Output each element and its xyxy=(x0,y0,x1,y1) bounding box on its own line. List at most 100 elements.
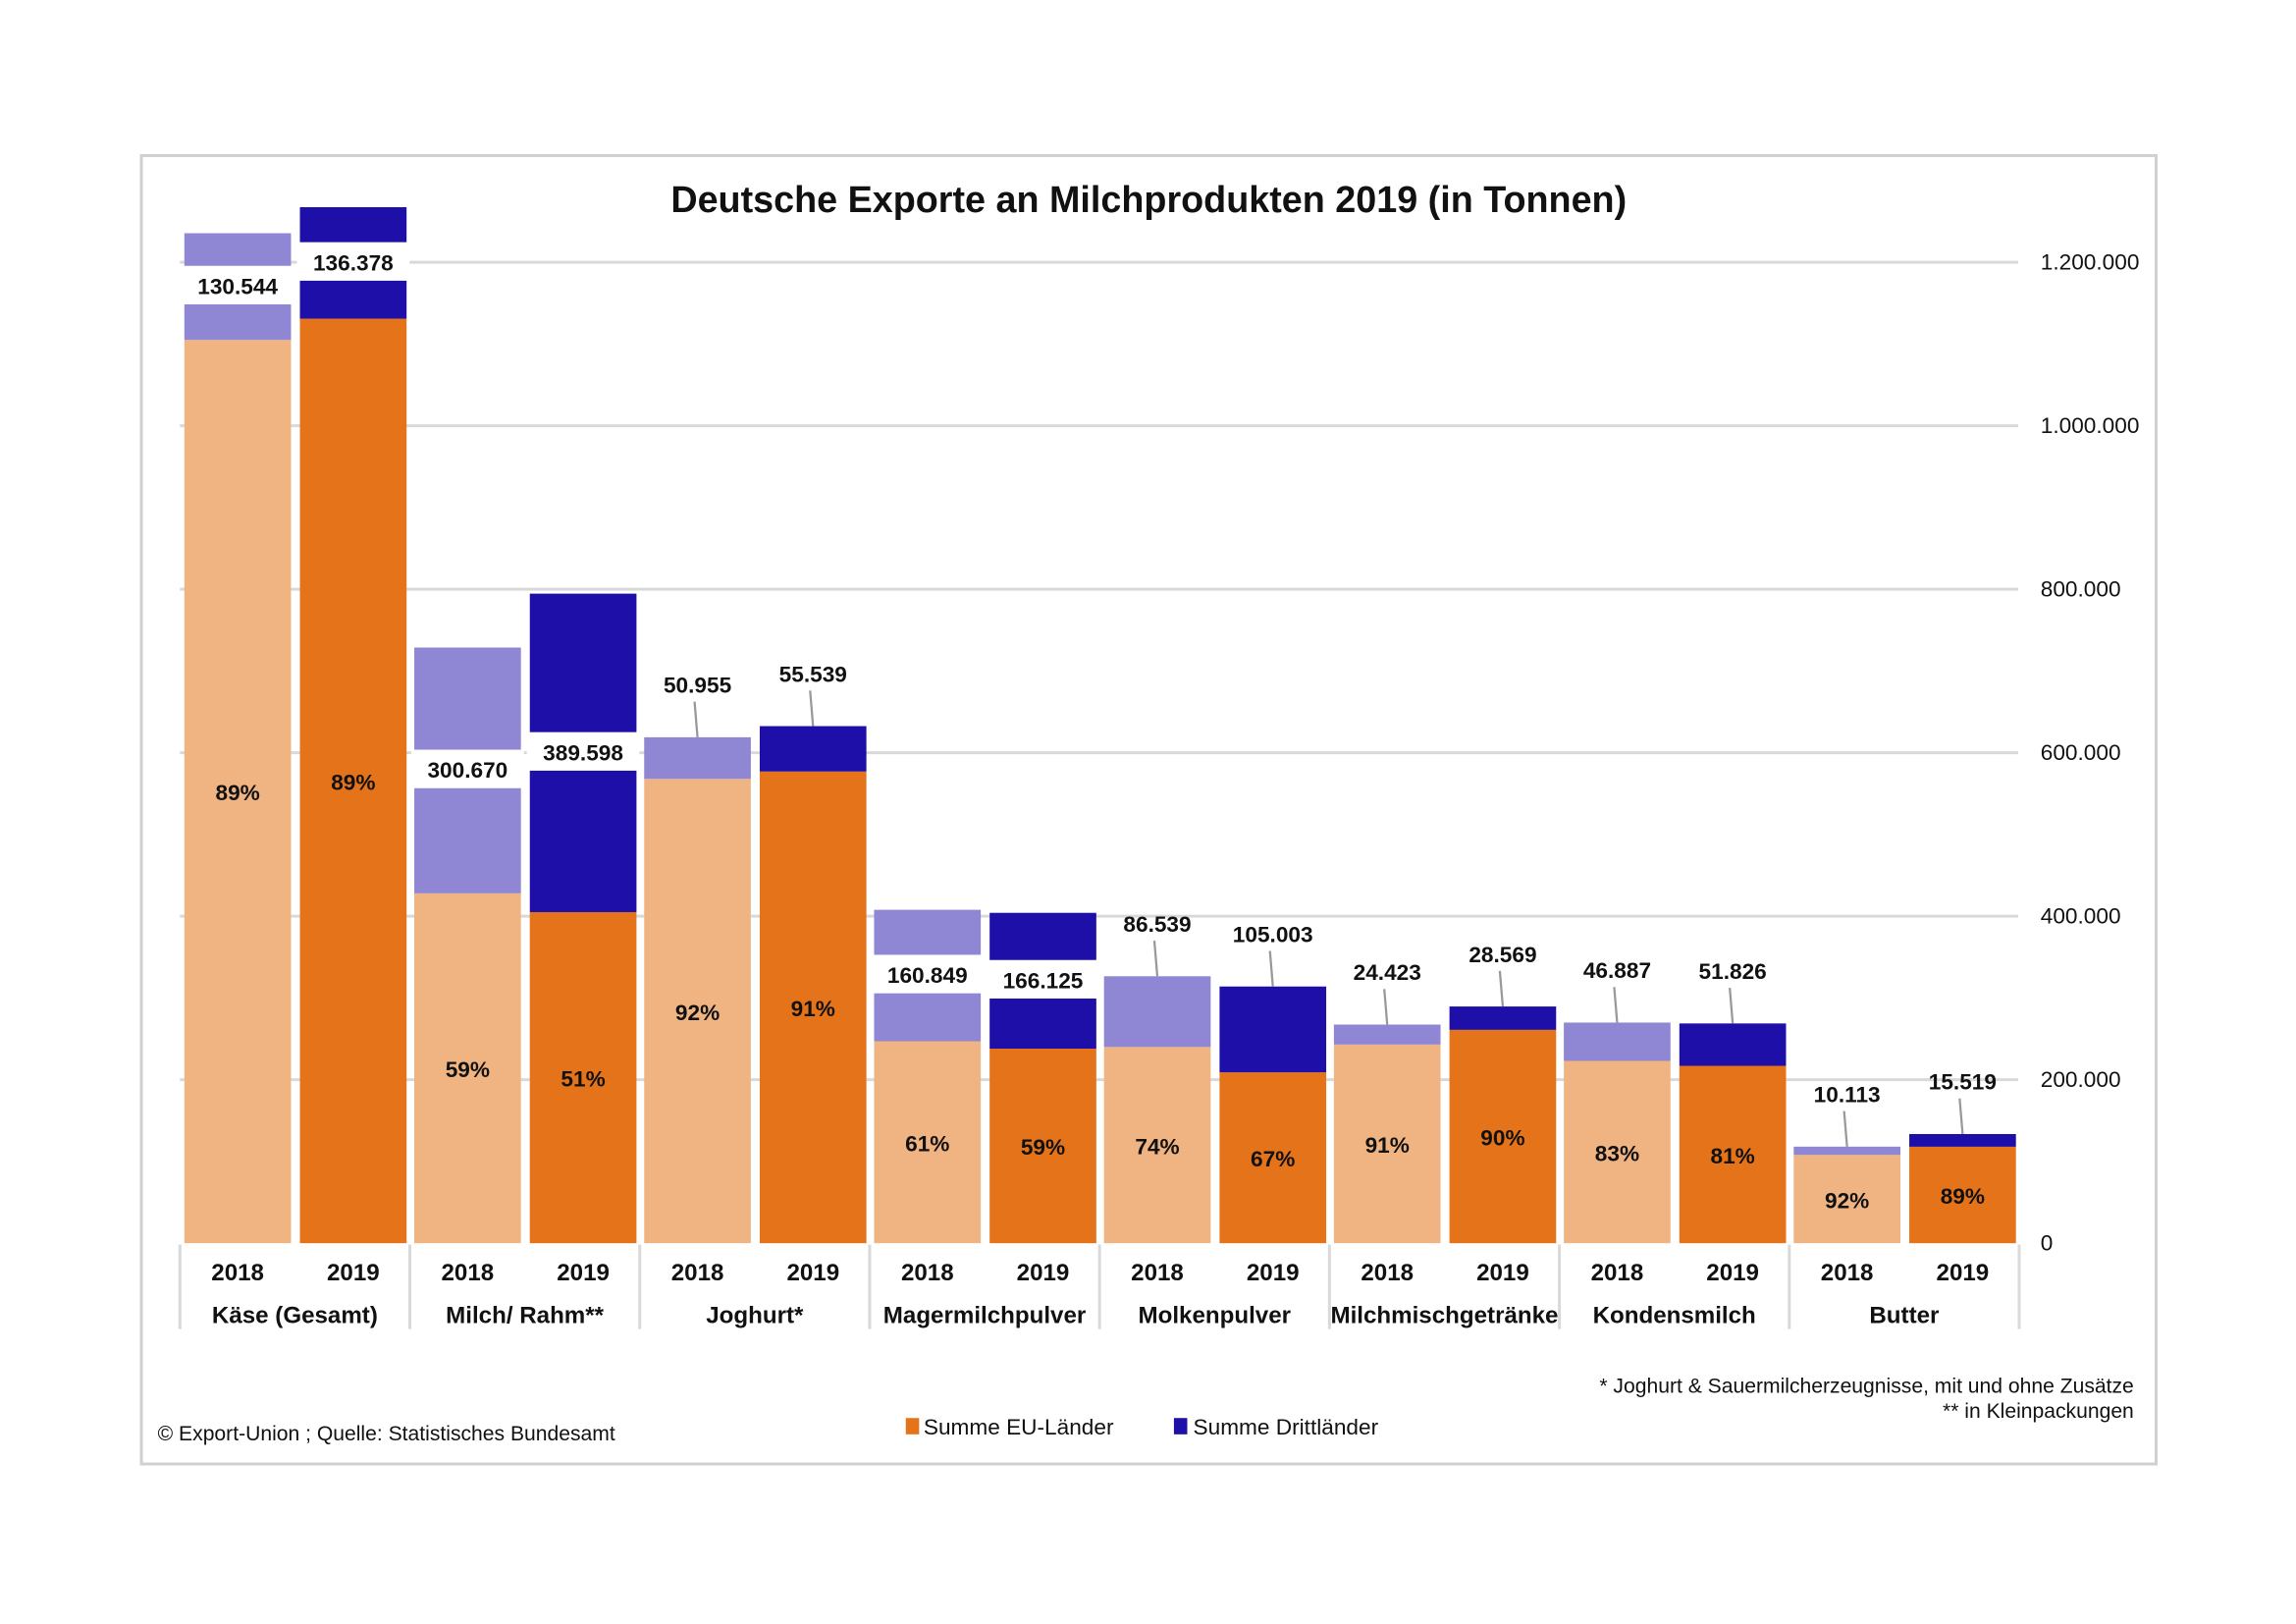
eu-share-label: 90% xyxy=(1480,1126,1524,1151)
eu-share-label: 91% xyxy=(1365,1133,1410,1158)
bar-segment-eu xyxy=(414,893,521,1244)
third-country-label: 55.539 xyxy=(779,662,847,686)
leader-line xyxy=(693,701,699,737)
legend-label-eu: Summe EU-Länder xyxy=(924,1415,1114,1439)
category-label: Magermilchpulver xyxy=(883,1303,1087,1329)
legend-swatch-third xyxy=(1173,1418,1188,1435)
leader-line xyxy=(1958,1098,1964,1135)
y-axis-ticks: 0 200.000 400.000 600.000 800.000 1.000.000 1.… xyxy=(2041,250,2140,1256)
bar-segment-eu xyxy=(299,318,407,1244)
bar-segment-eu xyxy=(874,1041,982,1244)
bar-segment-third xyxy=(1564,1022,1671,1061)
year-label: 2019 xyxy=(1017,1260,1070,1286)
leader-line xyxy=(1613,987,1619,1023)
third-country-label: 389.598 xyxy=(543,740,623,765)
bar-segment-eu xyxy=(1333,1044,1441,1244)
category-label: Joghurt* xyxy=(706,1303,804,1329)
third-country-label: 15.519 xyxy=(1929,1070,1997,1095)
legend-label-third: Summe Drittländer xyxy=(1194,1415,1379,1439)
y-tick-label: 1.000.000 xyxy=(2041,413,2140,438)
eu-share-label: 83% xyxy=(1595,1141,1639,1165)
label-background xyxy=(411,749,524,788)
third-country-label: 130.544 xyxy=(197,274,278,298)
third-country-label: 300.670 xyxy=(427,758,507,783)
category-label: Butter xyxy=(1869,1303,1940,1329)
bar-segment-eu xyxy=(1449,1029,1557,1244)
third-country-label: 46.887 xyxy=(1583,958,1651,983)
third-country-label: 10.113 xyxy=(1814,1083,1881,1108)
category-axis: Käse (Gesamt) 2018 2019 Milch/ Rahm** 2018 20… xyxy=(178,1244,2021,1329)
third-country-label: 24.423 xyxy=(1354,960,1421,985)
bar-segment-third xyxy=(1909,1133,2016,1147)
bar-segment-third xyxy=(1793,1146,1900,1156)
year-label: 2018 xyxy=(901,1260,954,1286)
footnote-1: * Joghurt & Sauermilcherzeugnisse, mit u… xyxy=(1599,1376,2133,1398)
bar-segment-eu xyxy=(1679,1065,1787,1244)
eu-share-label: 91% xyxy=(791,997,835,1021)
eu-share-label: 59% xyxy=(1021,1135,1065,1160)
bar-segment-eu xyxy=(529,911,637,1244)
year-label: 2018 xyxy=(671,1260,724,1286)
bar-segment-third xyxy=(644,736,751,780)
bar-segment-third xyxy=(1219,986,1327,1073)
y-tick-label: 0 xyxy=(2041,1231,2054,1256)
category-label: Käse (Gesamt) xyxy=(212,1303,378,1329)
third-country-label: 160.849 xyxy=(887,963,968,988)
y-tick-label: 800.000 xyxy=(2041,577,2121,602)
label-background xyxy=(296,242,410,281)
eu-share-label: 61% xyxy=(905,1131,949,1156)
year-label: 2019 xyxy=(1247,1260,1300,1286)
bar-segment-eu xyxy=(759,771,867,1244)
category-label: Milchmischgetränke xyxy=(1330,1303,1558,1329)
y-tick-label: 200.000 xyxy=(2041,1067,2121,1092)
y-tick-label: 400.000 xyxy=(2041,904,2121,929)
bar-segment-third xyxy=(1449,1006,1557,1030)
bars: 89% 130.544 89% 136.378 59% 300.670 51% 389.598… xyxy=(181,207,2016,1244)
leader-line xyxy=(1729,988,1735,1024)
bar-segment-eu xyxy=(1219,1072,1327,1244)
source-note: © Export-Union ; Quelle: Statistisches B… xyxy=(158,1423,615,1445)
leader-line xyxy=(1152,940,1159,977)
eu-share-label: 59% xyxy=(446,1057,490,1082)
legend-swatch-eu xyxy=(905,1418,920,1435)
leader-line xyxy=(1383,989,1389,1025)
eu-share-label: 92% xyxy=(675,1001,720,1025)
eu-share-label: 67% xyxy=(1251,1147,1295,1171)
year-label: 2018 xyxy=(211,1260,264,1286)
year-label: 2018 xyxy=(1821,1260,1874,1286)
year-label: 2019 xyxy=(1706,1260,1759,1286)
category-label: Kondensmilch xyxy=(1593,1303,1756,1329)
year-label: 2019 xyxy=(557,1260,610,1286)
leader-line xyxy=(1498,970,1505,1007)
eu-share-label: 89% xyxy=(1941,1184,1985,1209)
eu-share-label: 89% xyxy=(331,770,375,794)
eu-share-label: 81% xyxy=(1711,1144,1755,1168)
label-background xyxy=(181,265,294,304)
chart-title: Deutsche Exporte an Milchprodukten 2019 … xyxy=(670,179,1627,220)
bar-segment-third xyxy=(1679,1023,1787,1066)
year-label: 2018 xyxy=(1591,1260,1644,1286)
bar-segment-eu xyxy=(1909,1146,2016,1244)
eu-share-label: 74% xyxy=(1135,1134,1179,1159)
category-label: Molkenpulver xyxy=(1139,1303,1292,1329)
year-label: 2018 xyxy=(1131,1260,1184,1286)
third-country-label: 28.569 xyxy=(1468,943,1536,967)
bar-segment-eu xyxy=(184,340,292,1244)
year-label: 2019 xyxy=(786,1260,839,1286)
third-country-label: 50.955 xyxy=(664,674,731,698)
third-country-label: 86.539 xyxy=(1123,912,1191,937)
year-label: 2018 xyxy=(442,1260,495,1286)
label-background xyxy=(526,731,640,771)
bar-segment-third xyxy=(759,726,867,772)
bar-segment-third xyxy=(1103,976,1211,1048)
y-tick-label: 1.200.000 xyxy=(2041,250,2140,275)
eu-share-label: 51% xyxy=(561,1067,605,1092)
year-label: 2019 xyxy=(327,1260,380,1286)
leader-line xyxy=(1268,950,1274,987)
eu-share-label: 92% xyxy=(1825,1188,1869,1213)
bar-segment-eu xyxy=(989,1049,1096,1244)
bar-segment-eu xyxy=(644,779,751,1244)
year-label: 2019 xyxy=(1476,1260,1529,1286)
leader-line xyxy=(809,690,815,727)
